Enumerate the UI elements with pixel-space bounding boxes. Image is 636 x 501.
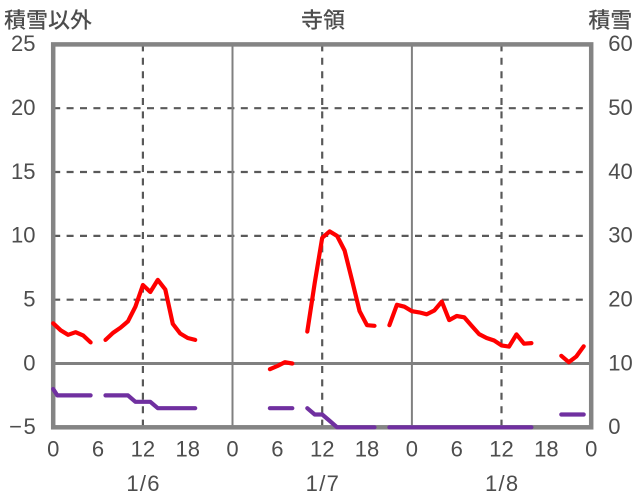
svg-text:0: 0 [47, 436, 59, 461]
svg-text:12: 12 [310, 436, 334, 461]
svg-text:25: 25 [11, 31, 35, 56]
svg-text:18: 18 [175, 436, 199, 461]
svg-text:1/8: 1/8 [485, 471, 519, 496]
svg-text:60: 60 [608, 31, 632, 56]
svg-text:30: 30 [608, 223, 632, 248]
svg-text:50: 50 [608, 95, 632, 120]
svg-text:0: 0 [585, 436, 597, 461]
svg-text:10: 10 [608, 350, 632, 375]
svg-text:12: 12 [489, 436, 513, 461]
svg-text:−5: −5 [9, 414, 37, 439]
svg-text:0: 0 [608, 414, 620, 439]
svg-text:6: 6 [451, 436, 463, 461]
svg-text:18: 18 [534, 436, 558, 461]
svg-text:1/6: 1/6 [126, 471, 160, 496]
svg-text:12: 12 [131, 436, 155, 461]
svg-text:5: 5 [23, 287, 35, 312]
svg-text:20: 20 [608, 287, 632, 312]
svg-text:6: 6 [271, 436, 283, 461]
svg-text:0: 0 [226, 436, 238, 461]
svg-text:0: 0 [406, 436, 418, 461]
svg-text:1/7: 1/7 [306, 471, 340, 496]
svg-text:18: 18 [355, 436, 379, 461]
svg-text:10: 10 [11, 223, 35, 248]
svg-text:0: 0 [23, 350, 35, 375]
svg-text:40: 40 [608, 159, 632, 184]
svg-text:20: 20 [11, 95, 35, 120]
svg-text:15: 15 [11, 159, 35, 184]
svg-text:6: 6 [92, 436, 104, 461]
